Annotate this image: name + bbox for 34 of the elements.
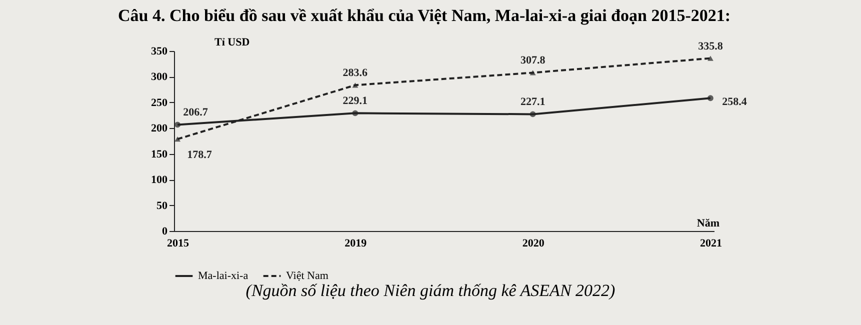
x-tick-label: 2021 <box>700 238 722 250</box>
data-label: 335.8 <box>698 40 724 52</box>
data-label: 283.6 <box>342 67 368 80</box>
y-tick-label: 50 <box>156 200 168 212</box>
data-label: 258.4 <box>722 96 748 108</box>
x-tick-label: 2015 <box>167 238 190 250</box>
y-tick-label: 150 <box>151 148 168 160</box>
y-tick-label: 0 <box>162 226 168 238</box>
point <box>707 56 714 61</box>
point <box>352 110 358 116</box>
data-label: 229.1 <box>342 95 368 108</box>
legend-label: Ma-lai-xi-a <box>198 270 248 282</box>
x-axis-title: Năm <box>696 218 720 230</box>
y-tick-label: 100 <box>151 174 168 186</box>
x-tick-label: 2020 <box>522 238 545 250</box>
data-label: 206.7 <box>183 106 208 119</box>
data-label: 307.8 <box>520 54 546 67</box>
point <box>530 111 536 118</box>
y-tick-label: 250 <box>151 96 168 109</box>
point <box>530 70 536 76</box>
point <box>174 136 181 142</box>
point <box>352 82 358 88</box>
data-label: 178.7 <box>187 149 212 162</box>
legend-label: Việt Nam <box>286 270 329 282</box>
y-tick-label: 200 <box>151 122 168 135</box>
y-tick-label: 350 <box>151 46 168 58</box>
text: (Nguồn số liệu theo Niên giám thống kê ASEAN 2022) <box>244 281 616 301</box>
chart-title: Câu 4. Cho biểu đồ sau về xuất khẩu của Việt Nam, Ma-lai-xi-a giai đoạn 2015-2021: <box>117 5 732 26</box>
point <box>707 95 714 102</box>
point <box>174 122 181 128</box>
y-tick-label: 300 <box>151 71 168 84</box>
y-axis-title: Tỉ USD <box>214 36 250 48</box>
x-tick-label: 2019 <box>344 238 368 250</box>
data-label: 227.1 <box>520 96 546 108</box>
